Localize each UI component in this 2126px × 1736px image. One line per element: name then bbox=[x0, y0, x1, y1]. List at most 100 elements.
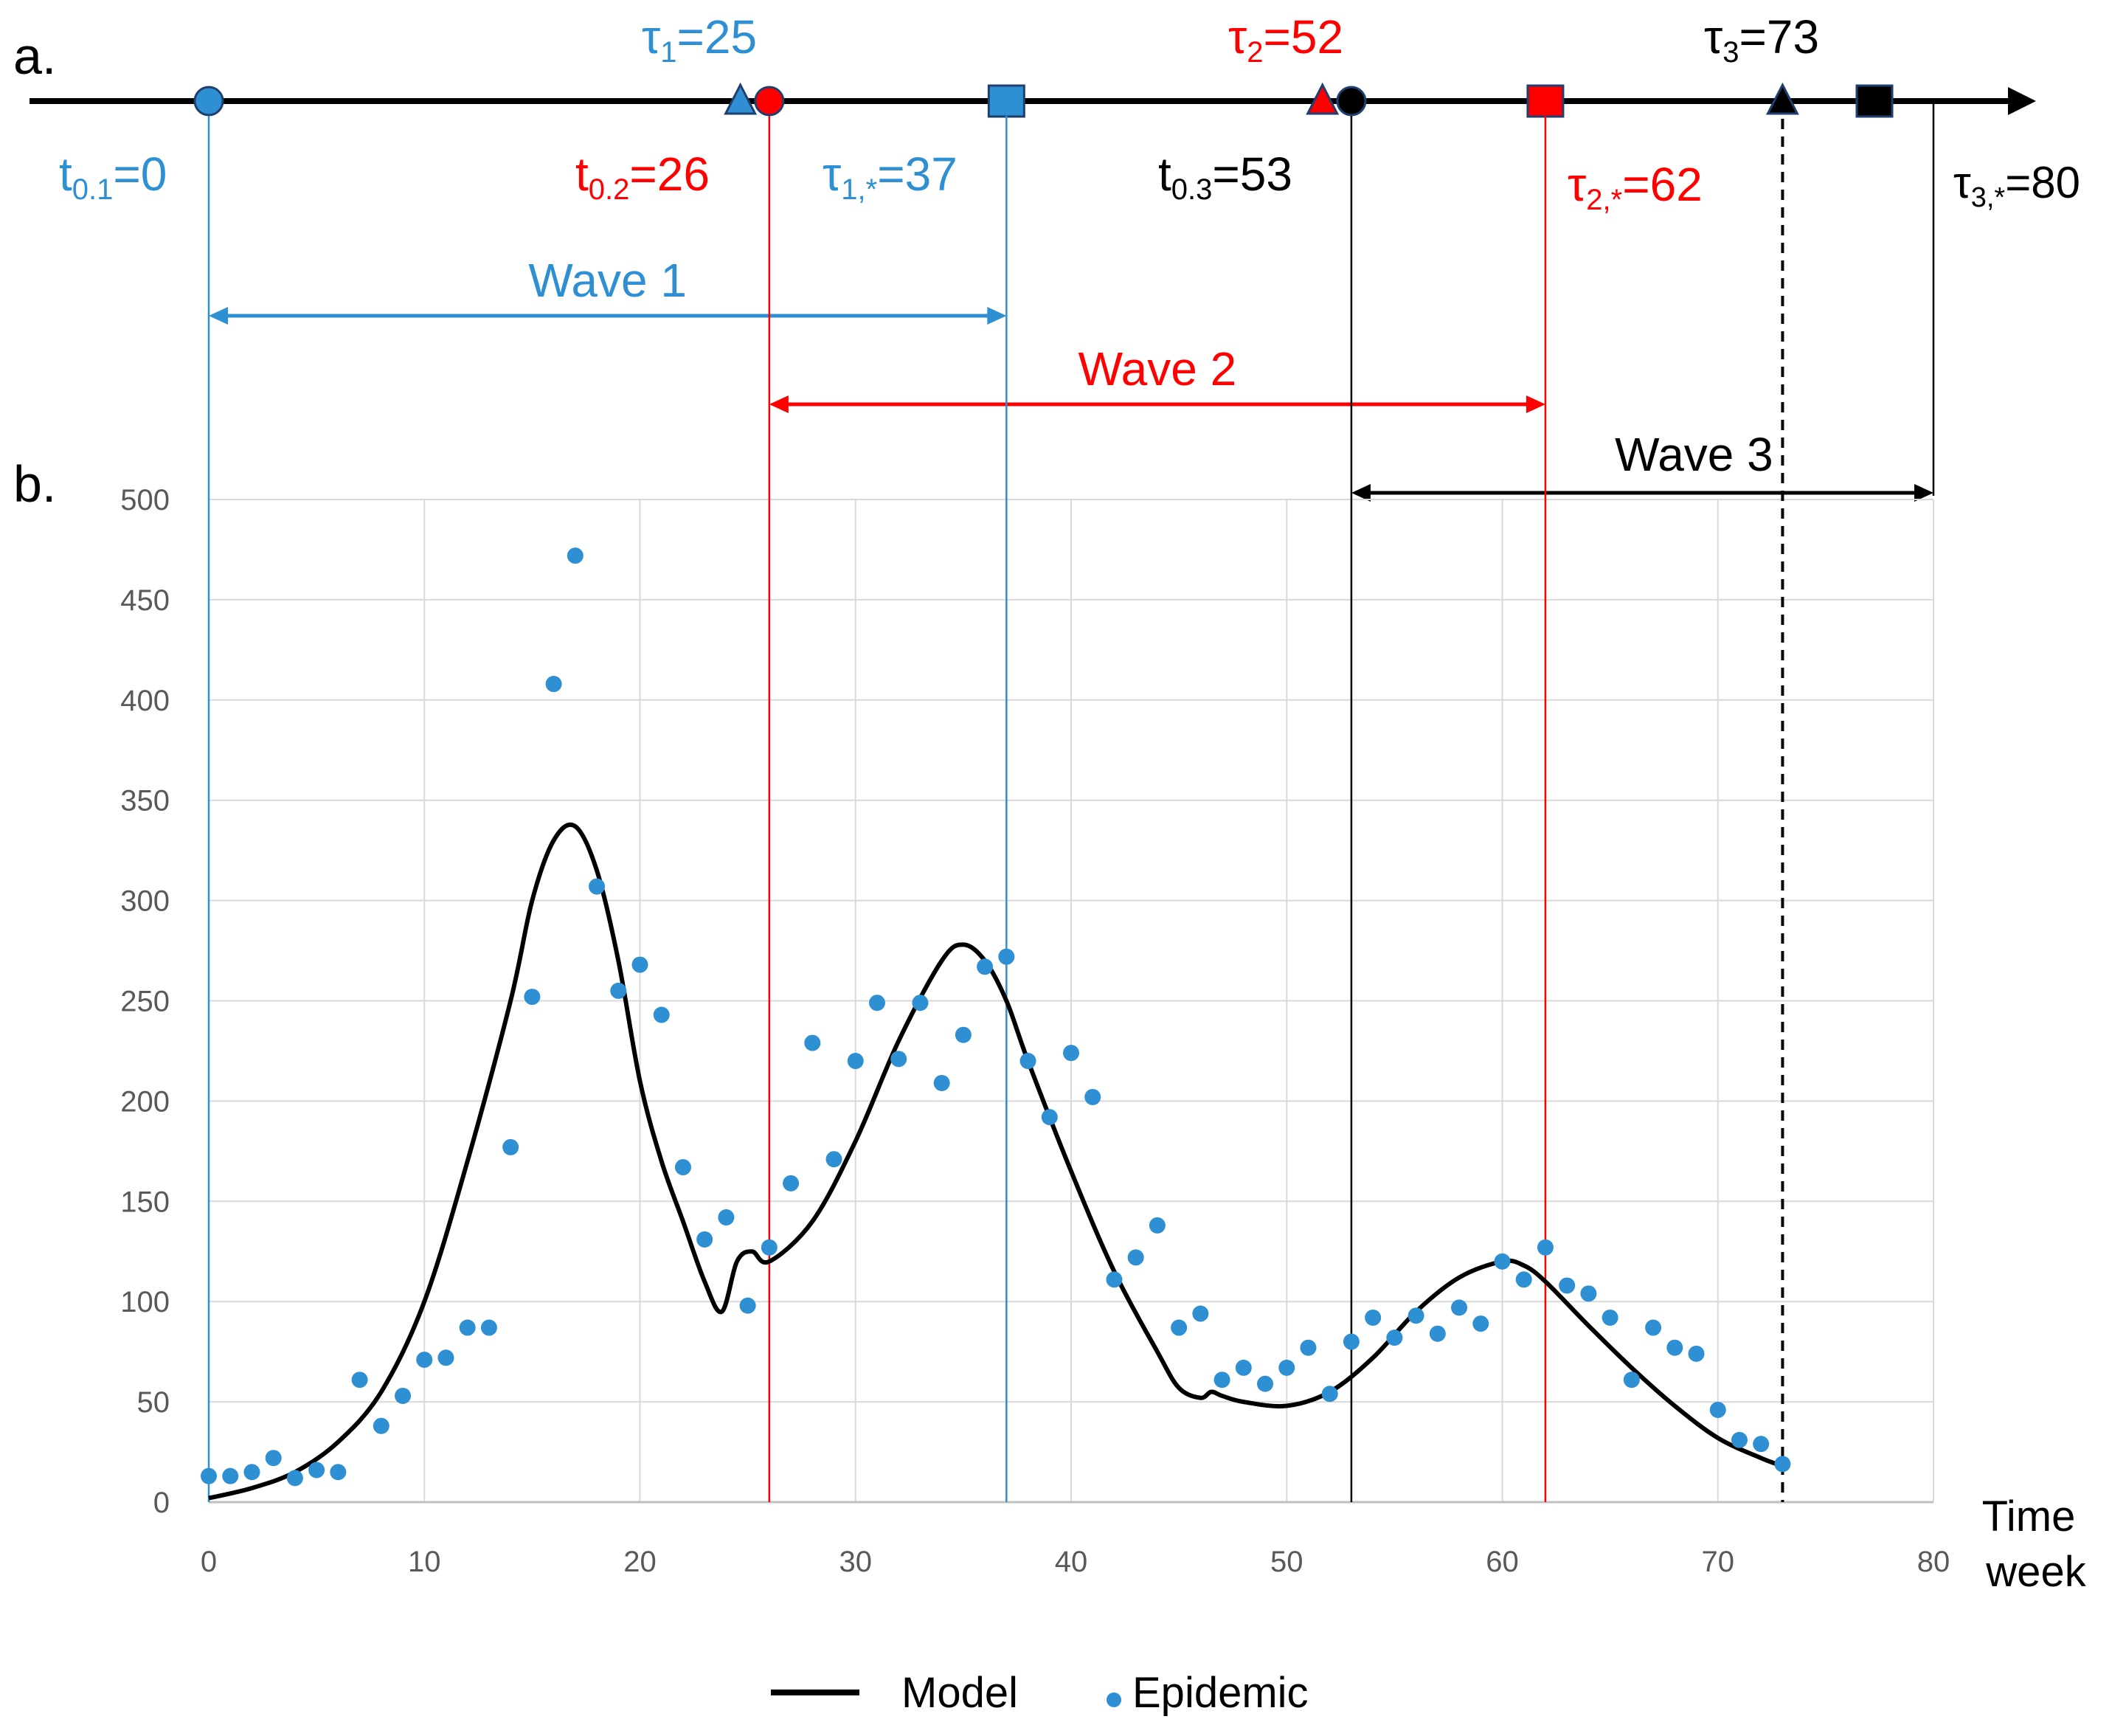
t03-label: t0.3=53 bbox=[1158, 148, 1292, 206]
wave-1-arrowhead-right bbox=[987, 307, 1007, 325]
wave-arrows: Wave 1 Wave 2 Wave 3 bbox=[209, 254, 1933, 502]
epidemic-point bbox=[955, 1026, 972, 1043]
wave-1-label: Wave 1 bbox=[528, 254, 687, 307]
epidemic-point bbox=[674, 1159, 691, 1176]
timeline-marker-t-0-2 bbox=[754, 86, 785, 117]
epidemic-point bbox=[1343, 1333, 1360, 1350]
timeline-marker-t-0-1 bbox=[193, 86, 224, 117]
epidemic-point bbox=[783, 1175, 800, 1192]
x-tick-label: 30 bbox=[839, 1546, 873, 1578]
epidemic-point bbox=[610, 982, 627, 999]
x-tick-label: 40 bbox=[1055, 1546, 1088, 1578]
epidemic-point bbox=[351, 1372, 368, 1389]
x-tick-label: 60 bbox=[1486, 1546, 1519, 1578]
epidemic-point bbox=[1278, 1359, 1295, 1376]
epidemic-point bbox=[1235, 1359, 1252, 1376]
epidemic-point bbox=[653, 1006, 670, 1023]
epidemic-point bbox=[524, 989, 541, 1006]
t02-label: t0.2=26 bbox=[575, 148, 710, 206]
wave-2-label: Wave 2 bbox=[1078, 342, 1237, 395]
epidemic-point bbox=[1515, 1271, 1532, 1288]
epidemic-point bbox=[890, 1051, 907, 1068]
epidemic-point bbox=[1494, 1253, 1511, 1270]
y-tick-label: 300 bbox=[120, 885, 170, 918]
x-tick-label: 80 bbox=[1917, 1546, 1950, 1578]
epidemic-point bbox=[1602, 1309, 1618, 1326]
epidemic-point bbox=[437, 1349, 454, 1366]
wave-1-arrowhead-left bbox=[209, 307, 228, 325]
model-series bbox=[208, 822, 1784, 1501]
y-tick-label: 450 bbox=[120, 584, 170, 617]
epidemic-point bbox=[1559, 1277, 1576, 1294]
x-tick-labels: 0 10 20 30 40 50 60 70 80 bbox=[201, 1546, 1950, 1578]
x-axis-label-line1: Time bbox=[1982, 1493, 2076, 1540]
tau1-label: τ1=25 bbox=[642, 10, 757, 69]
epidemic-point bbox=[480, 1319, 497, 1336]
epidemic-point bbox=[718, 1209, 735, 1226]
x-tick-label: 70 bbox=[1702, 1546, 1735, 1578]
epidemic-point bbox=[998, 948, 1015, 965]
timeline-marker-tau-2-star bbox=[1526, 84, 1565, 118]
epidemic-point bbox=[1365, 1309, 1382, 1326]
x-tick-label: 0 bbox=[201, 1546, 217, 1578]
y-tick-label: 400 bbox=[120, 685, 170, 717]
timeline-arrowhead bbox=[2008, 87, 2036, 115]
epidemic-point bbox=[1386, 1329, 1403, 1346]
wave-2-arrowhead-left bbox=[769, 395, 789, 413]
timeline-marker-tau-1 bbox=[724, 82, 758, 115]
epidemic-point bbox=[589, 878, 606, 895]
epidemic-point bbox=[1063, 1045, 1079, 1062]
epidemic-point bbox=[286, 1470, 303, 1487]
epidemic-point bbox=[502, 1138, 519, 1155]
wave-2-arrowhead-right bbox=[1526, 395, 1545, 413]
epidemic-point bbox=[1106, 1271, 1123, 1288]
event-vertical-lines bbox=[207, 101, 1935, 1502]
epidemic-point bbox=[696, 1231, 713, 1248]
epidemic-point bbox=[1019, 1053, 1036, 1070]
epidemic-series bbox=[201, 547, 1791, 1487]
epidemic-point bbox=[1731, 1431, 1748, 1448]
epidemic-point bbox=[1645, 1319, 1662, 1336]
y-tick-label: 50 bbox=[137, 1386, 170, 1419]
timeline-marker-t-0-3 bbox=[1336, 86, 1367, 117]
epidemic-point bbox=[1666, 1339, 1683, 1356]
epidemic-point bbox=[308, 1462, 325, 1479]
epidemic-point bbox=[330, 1464, 347, 1481]
epidemic-point bbox=[1041, 1109, 1058, 1126]
timeline-marker-tau-3-star bbox=[1855, 84, 1894, 118]
epidemic-point bbox=[933, 1074, 950, 1091]
y-tick-label: 0 bbox=[153, 1487, 170, 1519]
epidemic-point bbox=[373, 1417, 389, 1434]
timeline-marker-tau-3 bbox=[1765, 82, 1799, 115]
y-tick-label: 500 bbox=[120, 484, 170, 516]
epidemic-point bbox=[395, 1387, 412, 1404]
epidemic-point bbox=[1774, 1456, 1791, 1473]
epidemic-point bbox=[761, 1239, 778, 1256]
epidemic-point bbox=[243, 1464, 260, 1481]
model-line bbox=[208, 822, 1784, 1501]
epidemic-point bbox=[1429, 1325, 1446, 1342]
epidemic-point bbox=[265, 1450, 282, 1467]
epidemic-point bbox=[1688, 1345, 1705, 1362]
tau3-label: τ3=73 bbox=[1704, 10, 1819, 69]
epidemic-point bbox=[868, 995, 885, 1011]
epidemic-point bbox=[1321, 1386, 1338, 1403]
epidemic-point bbox=[545, 676, 562, 693]
x-axis-label-line2: week bbox=[1985, 1548, 2086, 1596]
epidemic-point bbox=[804, 1034, 821, 1051]
epidemic-point bbox=[912, 995, 929, 1011]
legend: Model Epidemic bbox=[771, 1669, 1309, 1717]
y-tick-label: 200 bbox=[120, 1085, 170, 1118]
timeline-marker-tau-2 bbox=[1306, 82, 1340, 115]
tau1-star-label: τ1,*=37 bbox=[823, 148, 958, 206]
epidemic-point bbox=[1623, 1372, 1640, 1389]
epidemic-point bbox=[1213, 1372, 1230, 1389]
panel-label-a: a. bbox=[13, 27, 56, 85]
tau2-star-label: τ2,*=62 bbox=[1568, 158, 1703, 216]
epidemic-point bbox=[416, 1352, 433, 1369]
timeline-markers bbox=[193, 82, 1894, 118]
epidemic-point bbox=[1753, 1436, 1770, 1453]
timeline-panel: a. τ1=25 τ2=52 τ3=73 t0.1=0 t0.2=26 τ1,*… bbox=[13, 10, 2080, 502]
epidemic-point bbox=[1407, 1307, 1424, 1324]
